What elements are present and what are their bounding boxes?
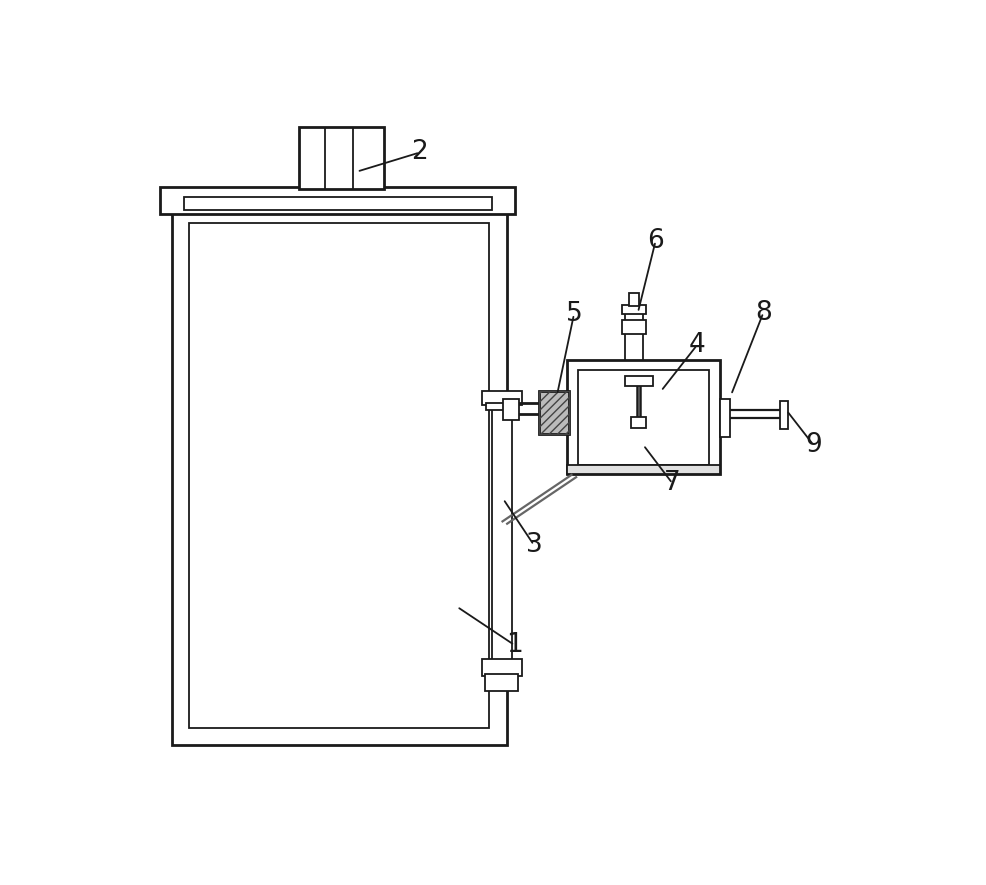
Bar — [567, 360, 719, 474]
Bar — [628, 293, 639, 306]
Bar — [538, 391, 568, 435]
Bar — [780, 401, 787, 429]
Text: 1: 1 — [506, 632, 523, 658]
Bar — [188, 223, 489, 727]
Text: 6: 6 — [647, 228, 664, 254]
Bar — [567, 465, 719, 474]
Bar — [161, 187, 514, 214]
Text: 2: 2 — [411, 140, 428, 165]
Bar — [538, 391, 568, 435]
Text: 5: 5 — [565, 301, 582, 327]
Bar — [183, 197, 491, 210]
Bar — [299, 127, 384, 189]
Bar — [481, 659, 521, 676]
Text: 7: 7 — [664, 471, 680, 496]
Bar — [503, 399, 518, 420]
Text: 3: 3 — [525, 532, 541, 558]
Bar — [719, 399, 730, 437]
Text: 9: 9 — [805, 432, 821, 458]
Bar — [492, 395, 511, 676]
Bar — [624, 312, 643, 360]
Bar — [486, 403, 515, 411]
Text: 8: 8 — [754, 299, 771, 326]
Bar — [481, 391, 521, 405]
Bar — [630, 418, 646, 428]
Bar — [624, 376, 652, 386]
Bar — [621, 304, 646, 314]
Text: 4: 4 — [688, 332, 705, 358]
Bar — [621, 320, 646, 335]
Bar — [485, 674, 518, 691]
Bar — [172, 206, 507, 745]
Bar — [577, 370, 708, 465]
